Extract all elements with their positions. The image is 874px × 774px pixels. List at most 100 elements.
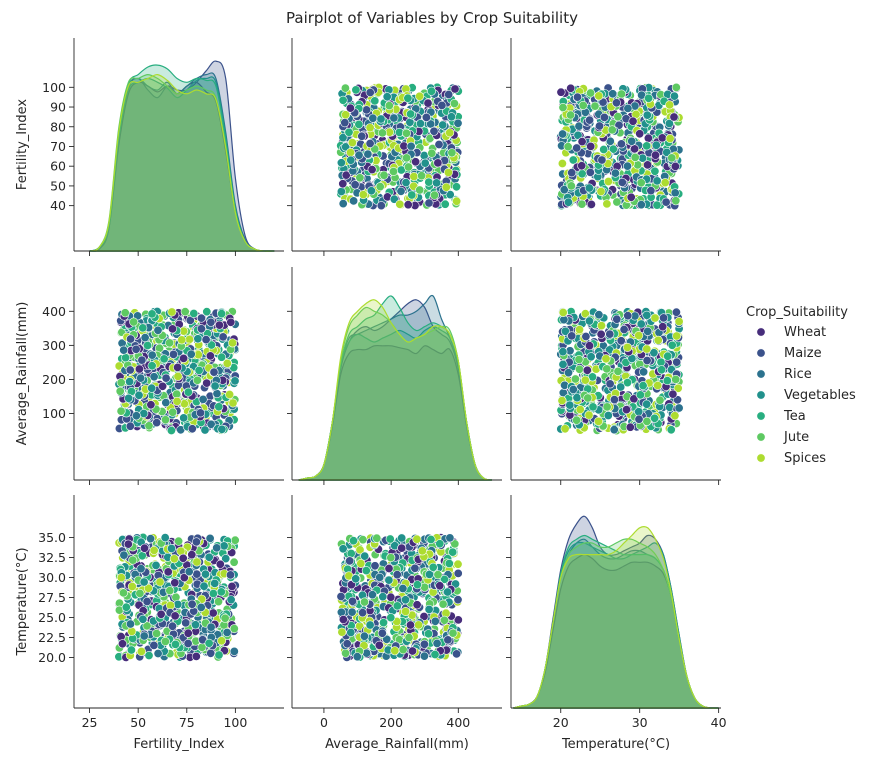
scatter-point [167, 543, 177, 553]
legend-marker [756, 390, 766, 400]
scatter-point [125, 365, 135, 375]
scatter-point [338, 614, 348, 624]
scatter-point [189, 308, 199, 318]
scatter-point [149, 640, 159, 650]
scatter-point [191, 620, 201, 630]
scatter-point [674, 403, 684, 413]
scatter-point [650, 313, 660, 323]
scatter-point [363, 149, 373, 159]
scatter-point [336, 591, 346, 601]
scatter-point [196, 313, 206, 323]
scatter-point [658, 322, 668, 332]
scatter-point [419, 639, 429, 649]
scatter-point [585, 167, 595, 177]
scatter-point [116, 573, 126, 583]
legend-label: Tea [783, 409, 806, 424]
legend-title: Crop_Suitability [746, 305, 848, 320]
scatter-point [557, 159, 567, 169]
scatter-point [602, 364, 612, 374]
scatter-point [412, 534, 422, 544]
scatter-point [602, 402, 612, 412]
scatter-point [384, 563, 394, 573]
scatter-point [610, 168, 620, 178]
scatter-point [146, 400, 156, 410]
y-axis-label: Temperature(°C) [15, 547, 30, 656]
scatter-point [139, 577, 149, 587]
scatter-point [346, 548, 356, 558]
scatter-point [419, 651, 429, 661]
scatter-point [379, 170, 389, 180]
scatter-point [667, 153, 677, 163]
scatter-point [625, 422, 635, 432]
scatter-point [183, 638, 193, 648]
scatter-point [200, 425, 210, 435]
scatter-point [216, 587, 226, 597]
scatter-point [218, 332, 228, 342]
scatter-point [212, 389, 222, 399]
scatter-point [143, 340, 153, 350]
scatter-point [167, 307, 177, 317]
scatter-point [365, 139, 375, 149]
scatter-point [135, 588, 145, 598]
legend-item-maize: Maize [756, 346, 822, 361]
scatter-point [147, 309, 157, 319]
scatter-point [652, 200, 662, 210]
scatter-point [348, 536, 358, 546]
scatter-point [616, 89, 626, 99]
scatter-point [384, 575, 394, 585]
scatter-point [147, 361, 157, 371]
scatter-point [382, 92, 392, 102]
x-tick-label: 25 [82, 715, 98, 730]
scatter-point [441, 182, 451, 192]
scatter-point [226, 570, 236, 580]
x-tick-label: 50 [130, 715, 146, 730]
scatter-point [160, 533, 170, 543]
scatter-point [129, 317, 139, 327]
scatter-point [359, 631, 369, 641]
scatter-point [636, 319, 646, 329]
scatter-point [572, 415, 582, 425]
scatter-point [662, 376, 672, 386]
scatter-point [410, 563, 420, 573]
scatter-point [566, 83, 576, 93]
scatter-point [119, 588, 129, 598]
scatter-point [566, 110, 576, 120]
y-tick-label: 27.5 [38, 590, 66, 605]
scatter-point [165, 338, 175, 348]
scatter-point [336, 158, 346, 168]
chart-title: Pairplot of Variables by Crop Suitabilit… [286, 9, 578, 27]
scatter-point [644, 93, 654, 103]
scatter-point [453, 559, 463, 569]
scatter-point [447, 148, 457, 158]
scatter-point [161, 373, 171, 383]
scatter-point [638, 381, 648, 391]
legend-item-jute: Jute [756, 430, 809, 445]
scatter-point [230, 535, 240, 545]
scatter-point [560, 326, 570, 336]
scatter-point [229, 557, 239, 567]
panel-r2-c1: 0 200 400 [287, 495, 502, 730]
scatter-point [192, 375, 202, 385]
scatter-point [432, 638, 442, 648]
scatter-point [144, 650, 154, 660]
scatter-point [228, 338, 238, 348]
legend: Crop_Suitability Wheat Maize Rice Vegetables… [746, 305, 856, 466]
scatter-point [590, 101, 600, 111]
scatter-point [386, 553, 396, 563]
scatter-point [450, 84, 460, 94]
scatter-point [120, 308, 130, 318]
scatter-point [404, 633, 414, 643]
scatter-point [417, 546, 427, 556]
scatter-point [400, 595, 410, 605]
scatter-point [372, 533, 382, 543]
scatter-point [583, 393, 593, 403]
scatter-point [347, 607, 357, 617]
scatter-point [446, 112, 456, 122]
scatter-point [152, 628, 162, 638]
scatter-point [567, 331, 577, 341]
scatter-point [177, 335, 187, 345]
scatter-point [617, 177, 627, 187]
scatter-point [643, 133, 653, 143]
scatter-point [192, 557, 202, 567]
scatter-point [593, 416, 603, 426]
